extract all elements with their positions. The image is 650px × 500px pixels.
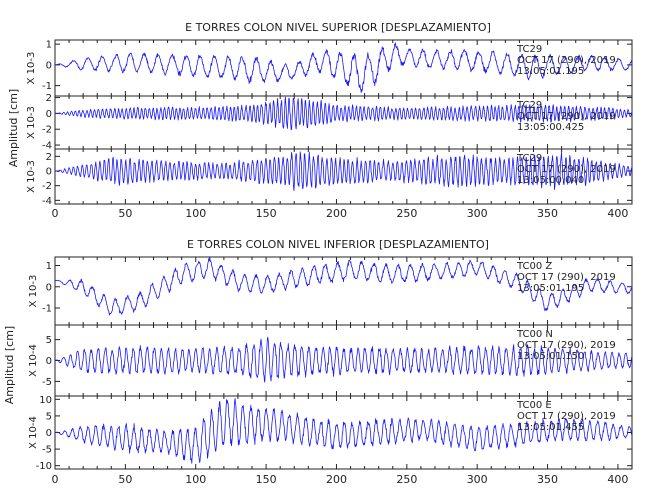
y-axis-label: Amplitud [cm] xyxy=(7,89,20,167)
x-tick-label: 400 xyxy=(607,473,628,486)
panel-title: E TORRES COLON NIVEL SUPERIOR [DESPLAZAM… xyxy=(185,21,491,34)
waveform-trace xyxy=(54,96,633,131)
x-tick-label: 250 xyxy=(396,207,417,220)
y-tick-label: -2 xyxy=(42,181,52,192)
y-tick-label: 5 xyxy=(46,411,52,422)
station-annotation: 13:05:01.195 xyxy=(517,283,584,294)
waveform-trace xyxy=(54,42,633,93)
y-tick-label: -10 xyxy=(36,461,52,472)
station-annotation: TC00 Z xyxy=(516,261,552,272)
station-annotation: OCT 17 (290), 2019 xyxy=(517,340,616,351)
scale-label: X 10-3 xyxy=(26,160,37,193)
y-tick-label: 2 xyxy=(46,93,52,104)
y-tick-label: 0 xyxy=(46,428,52,439)
scale-label: X 10-4 xyxy=(28,344,39,377)
station-annotation: OCT 17 (290), 2019 xyxy=(517,272,616,283)
y-tick-label: -4 xyxy=(42,196,52,207)
station-annotation: TC00 N xyxy=(516,329,553,340)
scale-label: X 10-4 xyxy=(28,416,39,449)
y-tick-label: 0 xyxy=(46,356,52,367)
y-tick-label: 0 xyxy=(46,167,52,178)
y-tick-label: 0 xyxy=(46,60,52,71)
x-tick-label: 350 xyxy=(537,207,558,220)
station-annotation: OCT 17 (290), 2019 xyxy=(517,411,616,422)
station-annotation: OCT 17 (290), 2019 xyxy=(517,164,616,175)
y-tick-label: 2 xyxy=(46,152,52,163)
panel-nivel-inferior: E TORRES COLON NIVEL INFERIOR [DESPLAZAM… xyxy=(3,238,489,404)
station-annotation: 13:05:00.425 xyxy=(517,122,584,133)
scale-label: X 10-3 xyxy=(28,275,39,308)
x-tick-label: 350 xyxy=(537,473,558,486)
panel-title: E TORRES COLON NIVEL INFERIOR [DESPLAZAM… xyxy=(187,238,489,251)
y-tick-label: 10 xyxy=(39,395,52,406)
y-tick-label: 0 xyxy=(46,282,52,293)
x-tick-label: 150 xyxy=(256,207,277,220)
y-tick-label: -4 xyxy=(42,141,52,152)
y-tick-label: -2 xyxy=(42,125,52,136)
station-annotation: 13:05:01.195 xyxy=(517,66,584,77)
scale-label: X 10-3 xyxy=(26,52,37,85)
scale-label: X 10-3 xyxy=(26,106,37,139)
waveform-trace xyxy=(55,151,633,192)
station-annotation: 13:05:00.040 xyxy=(517,175,584,186)
panel-nivel-superior: E TORRES COLON NIVEL SUPERIOR [DESPLAZAM… xyxy=(7,21,491,167)
y-axis-label: Amplitud [cm] xyxy=(3,326,16,404)
x-tick-label: 0 xyxy=(52,207,59,220)
y-tick-label: 5 xyxy=(46,335,52,346)
station-annotation: 13:05:01.455 xyxy=(517,422,584,433)
y-tick-label: -1 xyxy=(42,81,52,92)
x-tick-label: 150 xyxy=(256,473,277,486)
x-tick-label: 250 xyxy=(396,473,417,486)
y-tick-label: 1 xyxy=(46,261,52,272)
x-tick-label: 400 xyxy=(607,207,628,220)
x-tick-label: 50 xyxy=(118,473,132,486)
x-tick-label: 100 xyxy=(185,473,206,486)
x-tick-label: 100 xyxy=(185,207,206,220)
waveform-trace xyxy=(55,397,633,464)
x-tick-label: 300 xyxy=(467,473,488,486)
x-tick-label: 200 xyxy=(326,473,347,486)
y-tick-label: -1 xyxy=(42,304,52,315)
station-annotation: 13:05:01.150 xyxy=(517,351,584,362)
x-tick-label: 200 xyxy=(326,207,347,220)
y-tick-label: 0 xyxy=(46,109,52,120)
station-annotation: TC29 xyxy=(516,100,542,111)
y-tick-label: 1 xyxy=(46,40,52,51)
y-tick-label: -5 xyxy=(42,377,52,388)
x-tick-label: 50 xyxy=(118,207,132,220)
station-annotation: TC29 xyxy=(516,44,542,55)
subplot-frame xyxy=(54,148,633,205)
x-tick-label: 300 xyxy=(467,207,488,220)
station-annotation: TC29 xyxy=(516,153,542,164)
station-annotation: OCT 17 (290), 2019 xyxy=(517,111,616,122)
y-tick-label: -5 xyxy=(42,445,52,456)
station-annotation: TC00 E xyxy=(516,400,552,411)
waveform-trace xyxy=(55,258,633,316)
x-tick-label: 0 xyxy=(52,473,59,486)
waveform-trace xyxy=(54,336,633,383)
station-annotation: OCT 17 (290), 2019 xyxy=(517,55,616,66)
